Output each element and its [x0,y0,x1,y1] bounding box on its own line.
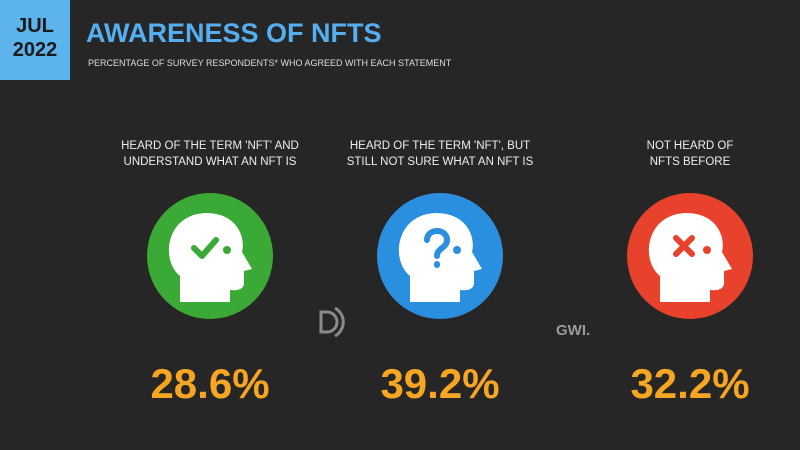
question [424,228,451,268]
value-label: 32.2% [630,360,750,407]
head [398,213,482,302]
statement: NOT HEARD OF NFTS BEFORE [646,140,734,168]
value-label: 39.2% [380,360,500,407]
check [191,237,219,259]
source-logo: GWI. [556,322,591,339]
eye [703,246,711,254]
date-badge: JUL 2022 [0,0,70,80]
stat-icon [627,193,753,319]
title: AWARENESS OF NFTS [86,18,382,48]
cross [673,235,695,257]
subtitle: PERCENTAGE OF SURVEY RESPONDENTS* WHO AG… [88,58,452,68]
value-label: 28.6% [150,360,270,407]
eye [453,246,461,254]
statement: HEARD OF THE TERM 'NFT', BUT STILL NOT S… [346,140,534,168]
logo-mark [319,306,345,338]
head [648,213,732,302]
stat-icon [147,193,273,319]
eye [223,246,231,254]
badge-month: JUL [16,15,54,37]
head [168,213,253,302]
badge-year: 2022 [12,39,58,61]
statement: HEARD OF THE TERM 'NFT' AND UNDERSTAND W… [121,140,299,168]
stat-icon [377,193,503,319]
